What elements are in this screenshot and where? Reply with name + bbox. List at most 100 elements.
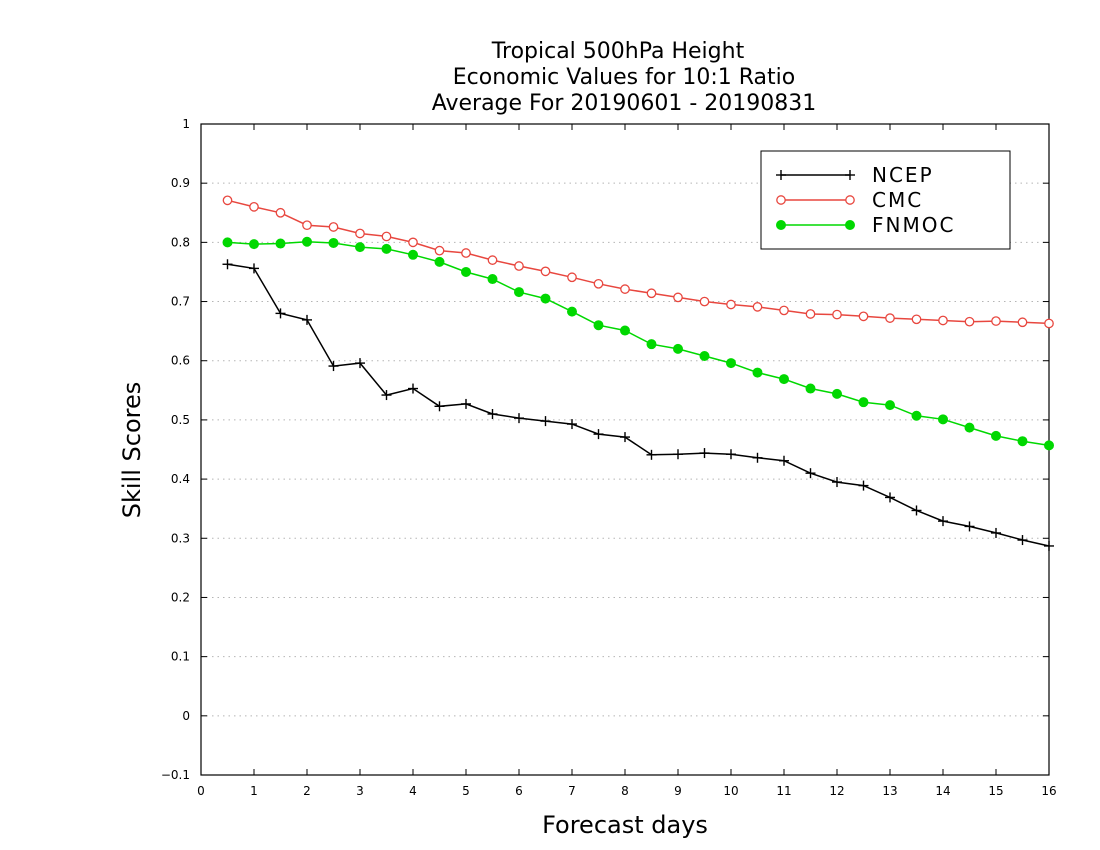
- legend-marker-cmc: [776, 195, 786, 205]
- data-point-fnmoc: [514, 287, 524, 298]
- data-point-cmc: [355, 228, 365, 239]
- x-tick-label: 11: [776, 784, 791, 798]
- data-point-ncep: [275, 308, 286, 319]
- data-point-fnmoc: [885, 400, 895, 411]
- x-tick-label: 8: [621, 784, 629, 798]
- data-point-ncep: [593, 429, 604, 440]
- data-point-ncep: [726, 449, 736, 460]
- y-tick-label: 0.4: [171, 472, 190, 486]
- x-tick-label: 12: [829, 784, 844, 798]
- data-point-ncep: [779, 455, 789, 466]
- data-point-cmc: [752, 302, 763, 312]
- data-point-ncep: [858, 480, 869, 491]
- data-point-ncep: [964, 521, 975, 532]
- data-point-cmc: [805, 309, 816, 319]
- x-tick-label: 10: [723, 784, 738, 798]
- data-point-cmc: [275, 207, 286, 218]
- chart-title-line-1: Tropical 500hPa Height: [491, 39, 745, 64]
- legend-label-ncep: NCEP: [872, 163, 934, 187]
- data-point-fnmoc: [567, 306, 577, 317]
- data-point-ncep: [885, 492, 895, 503]
- data-point-cmc: [249, 202, 259, 212]
- data-point-cmc: [726, 299, 736, 310]
- data-point-fnmoc: [673, 343, 683, 354]
- data-point-fnmoc: [832, 388, 842, 399]
- data-point-fnmoc: [593, 320, 604, 331]
- data-point-cmc: [885, 313, 895, 323]
- data-point-ncep: [567, 419, 577, 430]
- data-point-cmc: [328, 222, 339, 232]
- data-point-ncep: [434, 401, 445, 412]
- y-tick-label: 0.8: [171, 235, 190, 249]
- grid-lines: [201, 182, 1049, 717]
- legend-label-cmc: CMC: [872, 188, 923, 212]
- data-point-ncep: [1017, 535, 1028, 546]
- x-axis-label: Forecast days: [542, 811, 708, 839]
- y-tick-label: 1: [182, 117, 190, 131]
- data-point-cmc: [911, 314, 922, 325]
- data-point-ncep: [805, 468, 816, 479]
- legend-marker-ncep: [845, 170, 855, 180]
- series-fnmoc: [222, 236, 1054, 451]
- data-point-fnmoc: [355, 242, 365, 253]
- data-point-ncep: [911, 505, 922, 516]
- data-point-ncep: [620, 432, 630, 443]
- data-point-fnmoc: [911, 410, 922, 421]
- x-tick-label: 7: [568, 784, 576, 798]
- data-point-ncep: [514, 413, 524, 424]
- data-point-fnmoc: [275, 238, 286, 249]
- legend-marker-cmc: [845, 195, 855, 205]
- data-point-fnmoc: [699, 350, 710, 361]
- data-point-cmc: [540, 266, 551, 277]
- data-point-ncep: [249, 263, 259, 274]
- data-point-cmc: [673, 292, 683, 303]
- legend-entry-cmc: CMC: [776, 188, 923, 212]
- data-point-fnmoc: [620, 325, 630, 336]
- data-point-fnmoc: [1044, 440, 1054, 451]
- data-point-cmc: [381, 231, 392, 242]
- data-point-cmc: [699, 296, 710, 307]
- chart-title-line-3: Average For 20190601 - 20190831: [432, 91, 817, 116]
- data-point-cmc: [487, 255, 498, 265]
- data-point-ncep: [381, 390, 392, 401]
- data-point-ncep: [938, 516, 948, 527]
- x-tick-label: 1: [250, 784, 258, 798]
- data-point-fnmoc: [302, 236, 312, 247]
- y-tick-label: 0.5: [171, 413, 190, 427]
- data-point-ncep: [832, 477, 842, 488]
- y-tick-label: 0.3: [171, 531, 190, 545]
- data-point-cmc: [938, 315, 948, 326]
- y-tick-label: −0.1: [161, 768, 190, 782]
- x-tick-label: 15: [988, 784, 1003, 798]
- y-tick-label: 0: [182, 709, 190, 723]
- series-line-fnmoc: [227, 241, 1050, 447]
- data-point-fnmoc: [991, 430, 1001, 441]
- data-point-cmc: [514, 261, 524, 271]
- chart-title-line-2: Economic Values for 10:1 Ratio: [453, 65, 795, 90]
- data-point-cmc: [858, 311, 869, 322]
- data-point-cmc: [461, 248, 471, 258]
- series-line-ncep: [227, 263, 1050, 547]
- legend-marker-fnmoc: [845, 220, 855, 230]
- legend-entry-fnmoc: FNMOC: [776, 213, 955, 237]
- data-point-fnmoc: [434, 256, 445, 267]
- data-point-ncep: [1044, 540, 1054, 551]
- data-point-ncep: [646, 449, 657, 460]
- x-tick-label: 13: [882, 784, 897, 798]
- data-point-fnmoc: [540, 293, 551, 304]
- data-point-fnmoc: [487, 274, 498, 285]
- series-lines: [222, 195, 1054, 551]
- x-tick-label: 14: [935, 784, 950, 798]
- data-point-ncep: [540, 416, 551, 427]
- legend-label-fnmoc: FNMOC: [872, 213, 955, 237]
- x-tick-label: 16: [1041, 784, 1056, 798]
- data-point-fnmoc: [858, 397, 869, 408]
- axis-ticks: −0.100.10.20.30.40.50.60.70.80.910 1 2 3 4 5 6…: [161, 117, 1057, 798]
- data-point-ncep: [752, 452, 763, 463]
- x-tick-label: 5: [462, 784, 470, 798]
- data-point-cmc: [964, 316, 975, 327]
- data-point-ncep: [222, 259, 233, 270]
- data-point-cmc: [991, 316, 1001, 326]
- data-point-cmc: [1044, 318, 1054, 329]
